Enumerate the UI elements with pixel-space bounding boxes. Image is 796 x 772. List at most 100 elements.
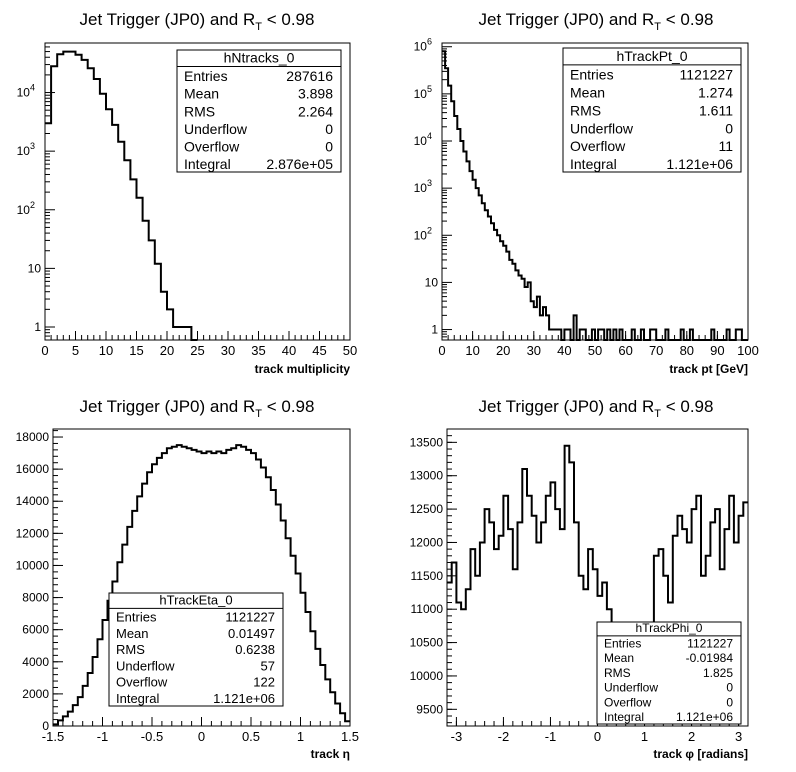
y-tick-exponent: 6 <box>427 37 432 47</box>
y-tick-label: 104 <box>17 83 35 100</box>
stats-row-key: Underflow <box>604 681 658 695</box>
stats-row-key: Integral <box>604 710 644 724</box>
chart-title: Jet Trigger (JP0) and RT < 0.98 <box>80 10 315 33</box>
x-tick-label: 0 <box>594 729 601 744</box>
stats-row-key: Underflow <box>570 120 634 136</box>
x-tick-label: -0.5 <box>141 729 163 744</box>
y-tick-exponent: 5 <box>427 84 432 94</box>
stats-title: hTrackPhi_0 <box>636 621 703 635</box>
y-tick-label: 12500 <box>410 502 444 516</box>
y-tick-label: 14000 <box>16 494 50 508</box>
y-tick-exponent: 4 <box>30 83 35 93</box>
x-tick-label: 40 <box>557 343 571 358</box>
y-tick-label: 11000 <box>411 602 444 616</box>
y-tick-label: 13000 <box>410 469 444 483</box>
chart-title-subscript: T <box>654 408 661 420</box>
stats-row-key: Mean <box>116 626 149 641</box>
x-tick-label: -1 <box>545 729 557 744</box>
y-tick-label: 16000 <box>16 462 50 476</box>
x-tick-label: 0.5 <box>242 729 260 744</box>
y-tick-base: 10 <box>414 134 428 148</box>
x-tick-label: -1 <box>97 729 109 744</box>
stats-row-key: Entries <box>184 68 228 84</box>
histogram-line <box>45 50 198 341</box>
histogram-line <box>447 444 748 721</box>
stats-row-value: 0 <box>726 695 733 709</box>
stats-row-value: -0.01984 <box>686 651 734 665</box>
x-tick-label: 20 <box>160 343 174 358</box>
x-tick-label: 100 <box>737 343 759 358</box>
stats-row-key: Integral <box>116 691 159 706</box>
stats-box: hNtracks_0 Entries 287616 Mean 3.898 RMS 2.264… <box>176 49 342 173</box>
chart-title: Jet Trigger (JP0) and RT < 0.98 <box>479 10 714 33</box>
y-tick-label: 1 <box>34 320 41 334</box>
chart-title: Jet Trigger (JP0) and RT < 0.98 <box>479 397 714 420</box>
stats-row-key: Overflow <box>570 138 626 154</box>
stats-row-value: 0 <box>725 120 733 136</box>
stats-row-key: Overflow <box>116 675 168 690</box>
y-tick-base: 10 <box>414 87 428 101</box>
y-tick-base: 10 <box>17 86 31 100</box>
y-tick-base: 10 <box>414 228 428 242</box>
x-tick-label: 25 <box>190 343 204 358</box>
y-tick-label: 105 <box>414 84 432 101</box>
stats-row-value: 2.264 <box>298 103 333 119</box>
y-tick-label: 10500 <box>410 636 444 650</box>
x-tick-label: 15 <box>129 343 143 358</box>
stats-row-value: 1121227 <box>687 637 733 651</box>
x-tick-label: -1.5 <box>42 729 64 744</box>
x-axis-label: track multiplicity <box>255 362 351 376</box>
stats-row-value: 57 <box>261 658 275 673</box>
y-tick-label: 10 <box>425 275 439 289</box>
stats-row-value: 0 <box>325 121 333 137</box>
x-tick-label: 35 <box>251 343 265 358</box>
y-tick-label: 12000 <box>410 535 444 549</box>
chart-title-subscript: T <box>255 21 262 33</box>
stats-row-value: 1.121e+06 <box>666 156 733 172</box>
x-tick-label: -3 <box>451 729 463 744</box>
stats-row-value: 0.01497 <box>228 626 275 641</box>
y-tick-base: 10 <box>17 203 31 217</box>
stats-title: hNtracks_0 <box>224 50 295 66</box>
chart-title-main: Jet Trigger (JP0) and R <box>80 10 256 29</box>
stats-row-key: Entries <box>570 67 614 83</box>
y-tick-label: 18000 <box>16 430 50 444</box>
stats-row-value: 0 <box>325 138 333 154</box>
x-tick-label: 10 <box>99 343 113 358</box>
stats-row-key: Mean <box>184 86 219 102</box>
x-tick-label: 40 <box>282 343 296 358</box>
x-tick-label: 0 <box>198 729 205 744</box>
stats-row-key: Entries <box>116 610 157 625</box>
stats-row-value: 0 <box>726 681 733 695</box>
chart-title-main: Jet Trigger (JP0) and R <box>80 397 256 416</box>
stats-row-key: RMS <box>184 103 215 119</box>
stats-row-value: 0.6238 <box>235 642 275 657</box>
stats-row-key: Overflow <box>184 138 240 154</box>
stats-row-key: Integral <box>184 156 231 172</box>
x-tick-label: 80 <box>680 343 694 358</box>
stats-row-value: 122 <box>253 675 275 690</box>
stats-row-value: 11 <box>718 138 733 154</box>
chart-title-main: Jet Trigger (JP0) and R <box>479 397 655 416</box>
stats-box-frame <box>562 47 742 173</box>
x-axis-label: track η <box>311 747 350 761</box>
y-tick-base: 10 <box>17 144 31 158</box>
x-tick-label: 50 <box>588 343 602 358</box>
chart-title-suffix: < 0.98 <box>661 397 713 416</box>
y-tick-exponent: 3 <box>427 178 432 188</box>
y-tick-base: 10 <box>414 181 428 195</box>
panel-3: Jet Trigger (JP0) and RT < 0.98 -1.5 -1 -0.… <box>16 397 359 761</box>
y-tick-exponent: 4 <box>427 131 432 141</box>
y-tick-base: 10 <box>414 40 428 54</box>
panel-1: Jet Trigger (JP0) and RT < 0.980 5 10 15 20 2… <box>17 10 358 376</box>
stats-row-value: 1.121e+06 <box>676 710 733 724</box>
x-tick-label: 30 <box>221 343 235 358</box>
stats-box-frame <box>108 592 284 707</box>
y-tick-label: 106 <box>414 37 432 54</box>
stats-row-value: 1.825 <box>703 666 733 680</box>
y-tick-exponent: 2 <box>30 200 35 210</box>
y-tick-label: 102 <box>414 225 432 242</box>
y-tick-label: 102 <box>17 200 35 217</box>
